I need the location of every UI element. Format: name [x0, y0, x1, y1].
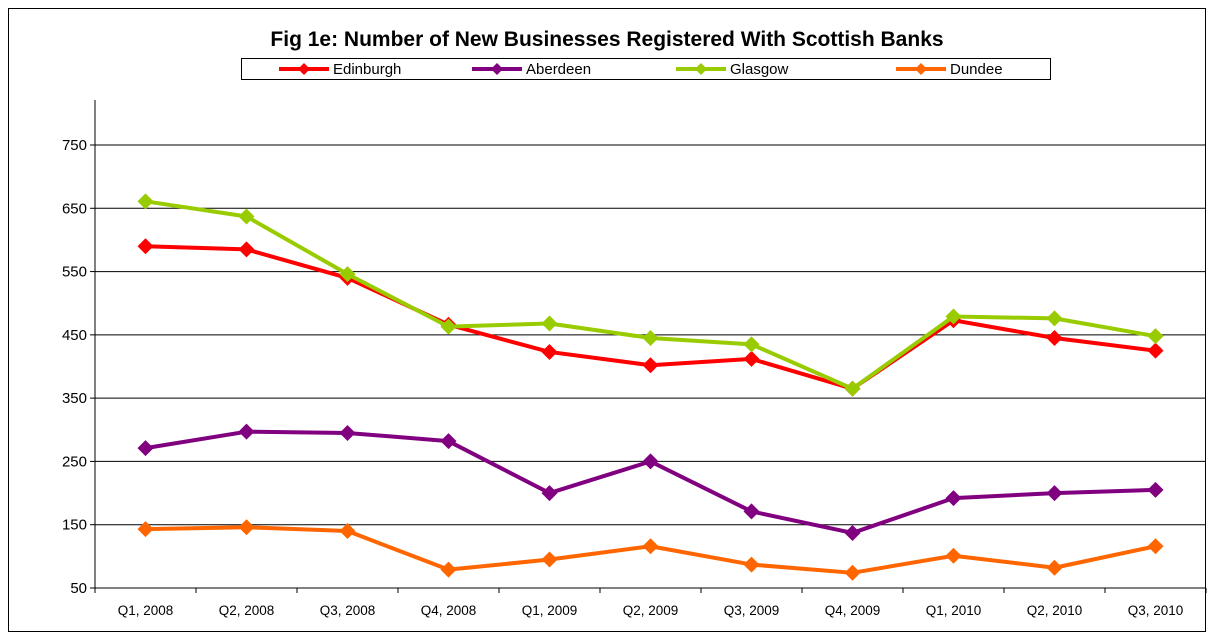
- x-tick-label: Q1, 2008: [118, 603, 174, 618]
- x-tick-label: Q3, 2009: [724, 603, 780, 618]
- legend-label: Aberdeen: [526, 60, 592, 78]
- data-point-aberdeen: [844, 524, 861, 541]
- legend-swatch-icon: [472, 63, 522, 75]
- x-tick-label: Q1, 2010: [926, 603, 982, 618]
- data-point-aberdeen: [137, 440, 154, 457]
- legend-swatch-icon: [896, 63, 946, 75]
- legend-label: Edinburgh: [333, 60, 402, 78]
- x-tick-label: Q2, 2009: [623, 603, 679, 618]
- data-point-glasgow: [1046, 310, 1063, 327]
- x-tick-label: Q4, 2009: [825, 603, 881, 618]
- data-point-aberdeen: [541, 485, 558, 502]
- x-tick-label: Q3, 2010: [1128, 603, 1184, 618]
- data-point-aberdeen: [743, 503, 760, 520]
- data-point-glasgow: [541, 315, 558, 332]
- legend-label: Dundee: [950, 60, 1003, 78]
- legend-swatch-icon: [279, 63, 329, 75]
- data-point-glasgow: [642, 330, 659, 347]
- legend-item-edinburgh: Edinburgh: [277, 59, 401, 79]
- series-line-aberdeen: [143, 429, 1158, 535]
- data-point-glasgow: [743, 336, 760, 353]
- x-tick-label: Q4, 2008: [421, 603, 477, 618]
- data-point-aberdeen: [1046, 485, 1063, 502]
- data-point-dundee: [945, 547, 962, 564]
- x-tick-label: Q2, 2008: [219, 603, 275, 618]
- x-tick-label: Q1, 2009: [522, 603, 578, 618]
- data-point-aberdeen: [238, 423, 255, 440]
- data-point-aberdeen: [945, 490, 962, 507]
- y-tick-label: 150: [62, 517, 87, 534]
- data-point-glasgow: [440, 318, 457, 335]
- data-point-glasgow: [945, 308, 962, 325]
- data-point-glasgow: [844, 380, 861, 397]
- y-tick-label: 50: [70, 580, 87, 597]
- data-point-dundee: [339, 523, 356, 540]
- legend-item-aberdeen: Aberdeen: [470, 59, 591, 79]
- chart-title: Fig 1e: Number of New Businesses Registe…: [270, 28, 944, 51]
- data-point-dundee: [541, 551, 558, 568]
- data-point-dundee: [137, 521, 154, 538]
- data-point-dundee: [440, 561, 457, 578]
- chart-legend: Edinburgh Aberdeen Glasgow Dundee: [241, 58, 1051, 80]
- data-point-dundee: [1046, 559, 1063, 576]
- y-tick-label: 250: [62, 453, 87, 470]
- data-point-dundee: [238, 519, 255, 536]
- y-tick-label: 450: [62, 327, 87, 344]
- data-point-edinburgh: [1147, 342, 1164, 359]
- legend-label: Glasgow: [730, 60, 789, 78]
- y-tick-label: 550: [62, 264, 87, 281]
- data-point-dundee: [844, 564, 861, 581]
- y-tick-label: 350: [62, 390, 87, 407]
- x-tick-label: Q3, 2008: [320, 603, 376, 618]
- data-point-edinburgh: [541, 343, 558, 360]
- y-tick-label: 650: [62, 200, 87, 217]
- data-point-aberdeen: [1147, 481, 1164, 498]
- data-point-dundee: [642, 538, 659, 555]
- data-point-glasgow: [238, 208, 255, 225]
- data-point-aberdeen: [642, 453, 659, 470]
- data-point-edinburgh: [743, 350, 760, 367]
- data-point-aberdeen: [440, 433, 457, 450]
- legend-item-glasgow: Glasgow: [674, 59, 788, 79]
- legend-swatch-icon: [676, 63, 726, 75]
- x-tick-label: Q2, 2010: [1027, 603, 1083, 618]
- data-point-edinburgh: [642, 357, 659, 374]
- data-point-dundee: [743, 556, 760, 573]
- data-point-glasgow: [137, 193, 154, 210]
- data-point-glasgow: [1147, 328, 1164, 345]
- data-point-edinburgh: [1046, 330, 1063, 347]
- data-point-aberdeen: [339, 424, 356, 441]
- y-tick-label: 750: [62, 137, 87, 154]
- data-point-dundee: [1147, 538, 1164, 555]
- data-point-edinburgh: [137, 238, 154, 255]
- legend-item-dundee: Dundee: [894, 59, 1003, 79]
- data-point-glasgow: [339, 266, 356, 283]
- data-point-edinburgh: [238, 241, 255, 258]
